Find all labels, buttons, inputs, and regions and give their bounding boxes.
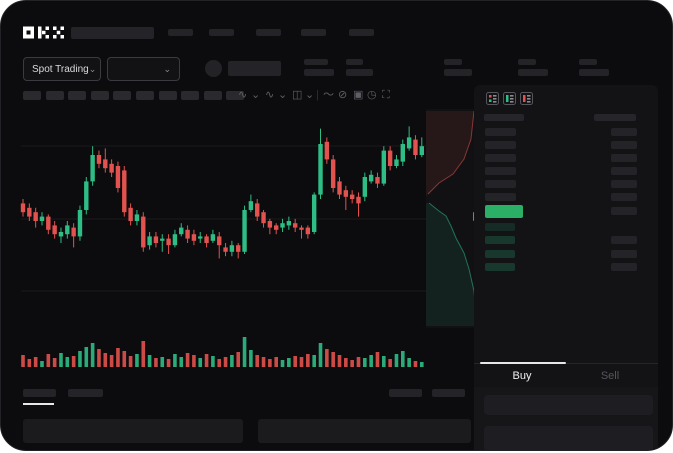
last-price-highlight[interactable]: [485, 205, 523, 218]
book-view-all-icon[interactable]: [486, 92, 499, 105]
timeframe-button-skeleton[interactable]: [45, 91, 64, 100]
order-book-ask-amount[interactable]: [611, 128, 637, 136]
market-type-selector[interactable]: Spot Trading ⌄: [23, 57, 101, 81]
order-book-ask-amount[interactable]: [611, 167, 637, 175]
order-book-ask-row[interactable]: [485, 180, 516, 188]
bottom-action-skeleton[interactable]: [389, 389, 422, 397]
timeframe-button-skeleton[interactable]: [113, 91, 132, 100]
ticker-stat-value-skeleton: [444, 69, 472, 76]
order-book-bid-amount[interactable]: [611, 249, 637, 258]
tab-divider: [474, 363, 658, 364]
buy-tab-indicator: [480, 362, 566, 364]
chevron-down-icon: ⌄: [88, 63, 97, 74]
timeframe-button-skeleton[interactable]: [203, 91, 222, 100]
bottom-tab-active-skeleton[interactable]: [23, 389, 56, 397]
market-type-label: Spot Trading: [32, 63, 89, 75]
bottom-action-skeleton[interactable]: [432, 389, 465, 397]
order-book-ask-amount[interactable]: [611, 141, 637, 149]
order-book-bid-amount[interactable]: [611, 236, 637, 245]
ticker-stat-label-skeleton: [346, 59, 363, 65]
nav-item-skeleton[interactable]: [349, 29, 374, 36]
ticker-stat-label-skeleton: [579, 59, 597, 65]
tab-sell[interactable]: Sell: [600, 370, 620, 382]
nav-item-skeleton[interactable]: [168, 29, 193, 36]
order-book-row-amount[interactable]: [611, 207, 637, 215]
bottom-tab-indicator: [23, 403, 54, 405]
ticker-stat-value-skeleton: [346, 69, 373, 76]
ticker-stat-label-skeleton: [444, 59, 462, 65]
order-book-ask-row[interactable]: [485, 141, 516, 149]
line-chart-chevron-icon[interactable]: ⌄: [251, 89, 261, 101]
ticker-stat-label-skeleton: [304, 59, 328, 65]
order-book-ask-row[interactable]: [485, 128, 516, 136]
snapshot-icon[interactable]: ▣: [353, 89, 364, 101]
order-book-bid-row[interactable]: [485, 223, 515, 231]
trendline-icon[interactable]: 〜: [323, 89, 334, 101]
timeframe-button-skeleton[interactable]: [136, 91, 154, 100]
timeframe-button-skeleton[interactable]: [68, 91, 87, 100]
order-book-ask-row[interactable]: [485, 154, 516, 162]
coin-avatar: [205, 60, 222, 77]
fullscreen-icon[interactable]: ⛶: [382, 89, 390, 101]
pair-selector-dropdown[interactable]: ⌄: [107, 57, 180, 81]
ticker-stat-value-skeleton: [518, 69, 548, 76]
timeframe-button-skeleton[interactable]: [181, 91, 200, 100]
timeframe-button-skeleton[interactable]: [226, 91, 245, 100]
candle-style-chevron-icon[interactable]: ⌄: [305, 89, 315, 101]
trading-side-panel: Buy Sell: [474, 85, 658, 450]
nav-item-skeleton[interactable]: [209, 29, 234, 36]
pair-name-skeleton: [228, 61, 281, 76]
candle-style-icon[interactable]: ◫: [292, 89, 303, 101]
orders-panel-skeleton: [258, 419, 471, 443]
price-field-skeleton[interactable]: [484, 426, 653, 450]
search-skeleton[interactable]: [71, 27, 154, 39]
order-book-ask-row[interactable]: [485, 167, 516, 175]
order-book-ask-amount[interactable]: [611, 180, 637, 188]
order-book-bid-row[interactable]: [485, 236, 515, 245]
bottom-tab-skeleton[interactable]: [68, 389, 103, 397]
nav-item-skeleton[interactable]: [301, 29, 326, 36]
ticker-stat-value-skeleton: [579, 69, 609, 76]
order-book-bid-row[interactable]: [485, 263, 515, 272]
order-book-bid-row[interactable]: [485, 249, 515, 258]
okx-logo[interactable]: [23, 26, 64, 39]
book-header-skeleton[interactable]: [484, 114, 524, 121]
book-header-skeleton[interactable]: [594, 114, 636, 121]
timeframe-button-skeleton[interactable]: [90, 91, 109, 100]
timeframe-button-skeleton[interactable]: [158, 91, 177, 100]
order-book-ask-amount[interactable]: [611, 193, 637, 201]
ticker-stat-label-skeleton: [518, 59, 536, 65]
line-chart-icon[interactable]: ∿: [238, 89, 248, 101]
ticker-stat-value-skeleton: [304, 69, 334, 76]
order-book-bid-amount[interactable]: [611, 263, 637, 272]
book-view-bids-icon[interactable]: [503, 92, 516, 105]
nav-item-skeleton[interactable]: [256, 29, 281, 36]
draw-icon[interactable]: ⊘: [338, 89, 348, 101]
indicators-icon[interactable]: ∿: [265, 89, 275, 101]
chevron-down-icon: ⌄: [163, 63, 171, 74]
order-form: [474, 387, 658, 450]
orders-panel-skeleton: [23, 419, 243, 443]
history-icon[interactable]: ◷: [367, 89, 377, 101]
order-type-field-skeleton[interactable]: [484, 395, 653, 415]
timeframe-button-skeleton[interactable]: [23, 91, 41, 100]
divider-icon: |: [316, 89, 319, 101]
book-view-asks-icon[interactable]: [520, 92, 533, 105]
order-book-ask-row[interactable]: [485, 193, 516, 201]
indicators-chevron-icon[interactable]: ⌄: [278, 89, 288, 101]
tab-buy[interactable]: Buy: [512, 370, 532, 382]
order-book-ask-amount[interactable]: [611, 154, 637, 162]
